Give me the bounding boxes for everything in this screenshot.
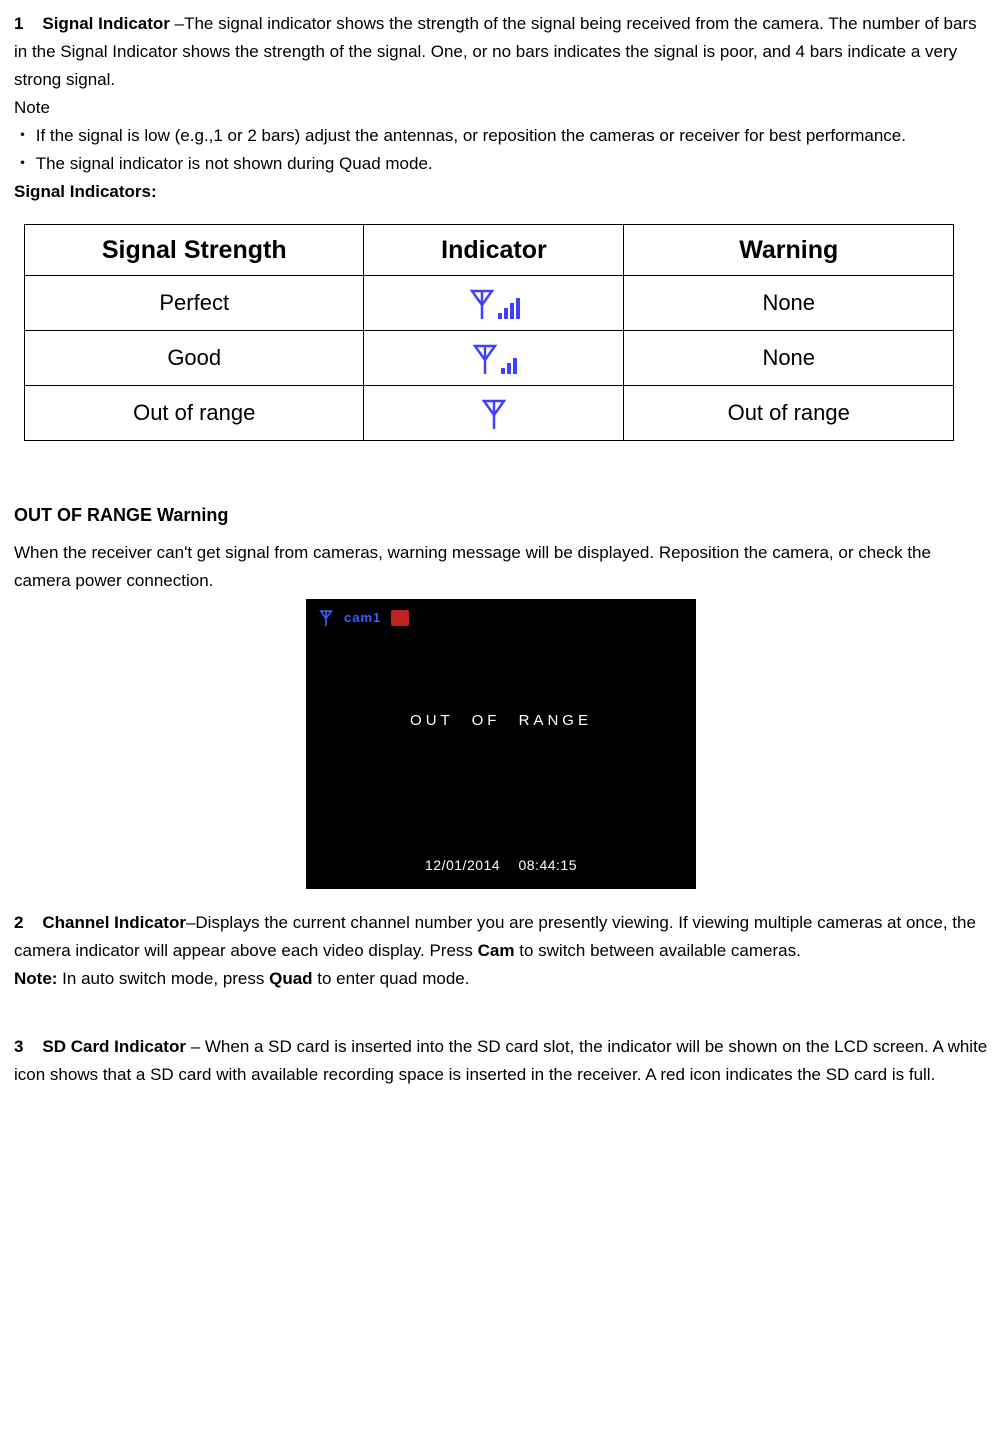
antenna-icon <box>468 289 496 319</box>
cam-bottom-text: 12/01/2014 08:44:15 <box>306 854 696 877</box>
section1-num: 1 <box>14 14 23 33</box>
section2-title: Channel Indicator <box>42 913 186 932</box>
cam-time: 08:44:15 <box>518 857 577 873</box>
quad-word: Quad <box>269 969 312 988</box>
th-indicator: Indicator <box>364 225 624 276</box>
cell-good: Good <box>25 331 364 386</box>
cell-oor-warn: Out of range <box>624 386 954 441</box>
section1-dash: – <box>170 14 184 33</box>
signal-icon <box>468 289 520 319</box>
cell-oor: Out of range <box>25 386 364 441</box>
signal-bars <box>498 295 520 319</box>
cam-word: Cam <box>478 941 515 960</box>
section2-line: 2 Channel Indicator–Displays the current… <box>14 909 988 965</box>
cell-good-warn: None <box>624 331 954 386</box>
cam-date: 12/01/2014 <box>425 857 500 873</box>
bullet1: ・ If the signal is low (e.g.,1 or 2 bars… <box>14 122 988 150</box>
indicators-label: Signal Indicators: <box>14 178 988 206</box>
section3-line: 3 SD Card Indicator – When a SD card is … <box>14 1033 988 1089</box>
section2-note: Note: In auto switch mode, press Quad to… <box>14 965 988 993</box>
section3-title: SD Card Indicator <box>42 1037 186 1056</box>
section1-line: 1 Signal Indicator –The signal indicator… <box>14 10 988 94</box>
camera-screen: cam1 OUT OF RANGE 12/01/2014 08:44:15 <box>306 599 696 889</box>
oor-body: When the receiver can't get signal from … <box>14 539 988 595</box>
cell-oor-icon <box>364 386 624 441</box>
th-warning: Warning <box>624 225 954 276</box>
signal-icon <box>480 399 508 429</box>
note2-label: Note: <box>14 969 57 988</box>
section2-num: 2 <box>14 913 23 932</box>
signal-table: Signal Strength Indicator Warning Perfec… <box>24 224 954 441</box>
note2-body-b: to enter quad mode. <box>313 969 470 988</box>
cam-center-text: OUT OF RANGE <box>306 709 696 734</box>
motion-icon <box>391 610 409 626</box>
note2-body-a: In auto switch mode, press <box>57 969 269 988</box>
note-label: Note <box>14 94 988 122</box>
cell-good-icon <box>364 331 624 386</box>
th-signal-strength: Signal Strength <box>25 225 364 276</box>
antenna-icon <box>471 344 499 374</box>
signal-bars <box>501 350 517 374</box>
signal-icon <box>471 344 517 374</box>
cam-top-bar: cam1 <box>318 607 409 628</box>
cell-perfect-icon <box>364 276 624 331</box>
section1-title: Signal Indicator <box>42 14 170 33</box>
bullet2: ・ The signal indicator is not shown duri… <box>14 150 988 178</box>
antenna-icon <box>480 399 508 429</box>
section2-body-b: to switch between available cameras. <box>515 941 801 960</box>
antenna-icon <box>318 610 334 626</box>
cell-perfect-warn: None <box>624 276 954 331</box>
section3-num: 3 <box>14 1037 23 1056</box>
cell-perfect: Perfect <box>25 276 364 331</box>
cam-label: cam1 <box>344 607 381 628</box>
oor-heading: OUT OF RANGE Warning <box>14 501 988 531</box>
